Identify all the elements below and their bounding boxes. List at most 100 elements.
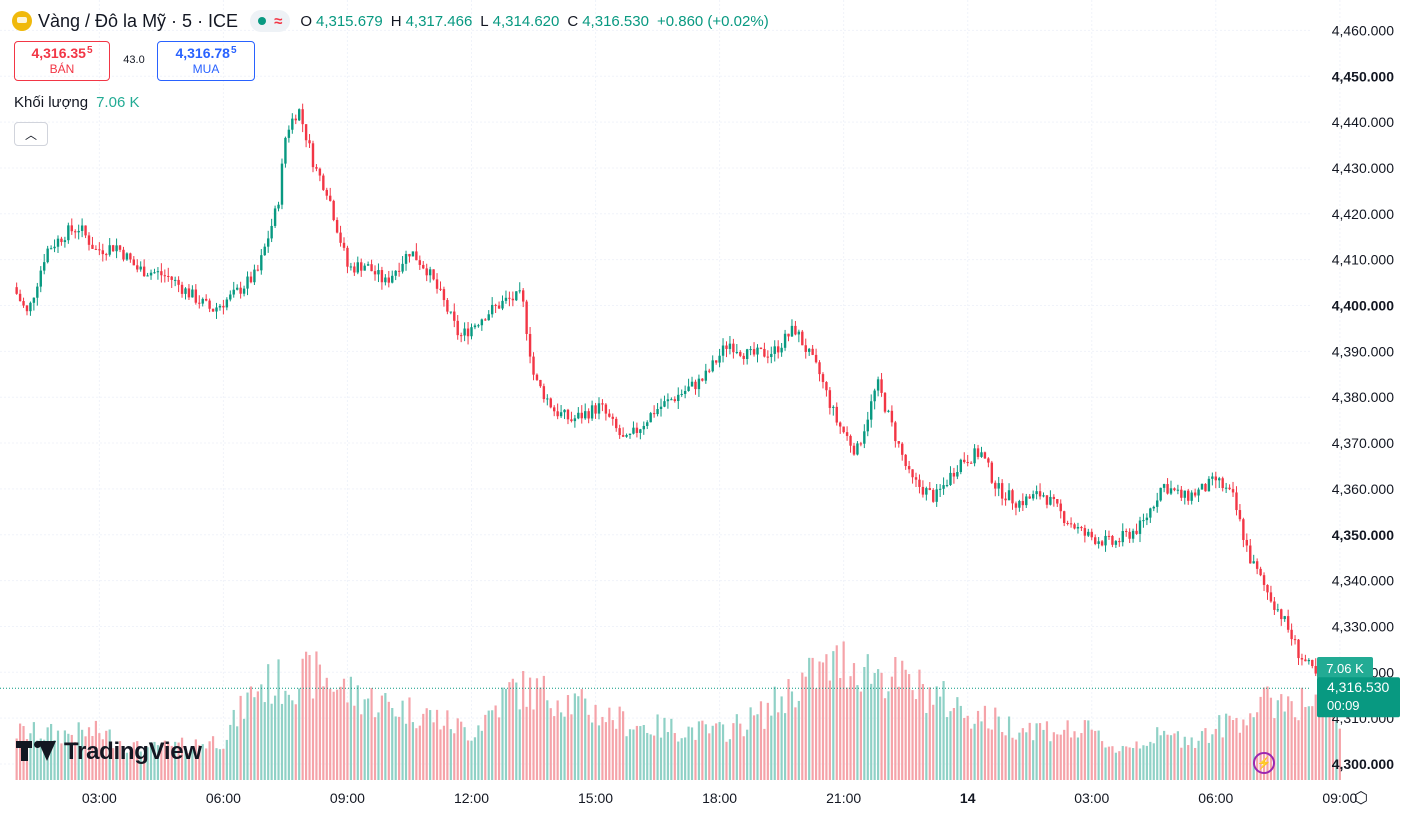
- candle-body: [84, 225, 87, 236]
- candle-body: [94, 248, 98, 250]
- volume-bar: [84, 736, 87, 780]
- sell-button[interactable]: 4,316.355 BÁN: [14, 41, 110, 81]
- candle-body: [818, 362, 821, 375]
- buy-price-sup: 5: [230, 45, 237, 56]
- volume-bar: [435, 709, 439, 780]
- volume-bar: [839, 678, 842, 780]
- volume-bar: [174, 741, 177, 780]
- volume-bar: [987, 728, 990, 780]
- volume-legend[interactable]: Khối lượng 7.06 K: [14, 94, 139, 111]
- volume-bar: [501, 687, 504, 780]
- volume-bar: [759, 701, 763, 780]
- candle-body: [983, 452, 987, 459]
- volume-bar: [98, 733, 101, 780]
- candle-body: [994, 482, 997, 489]
- candle-body: [335, 220, 339, 233]
- volume-bar: [122, 746, 125, 780]
- volume-bar: [477, 725, 480, 780]
- candle-body: [577, 412, 580, 419]
- candle-body: [270, 225, 273, 239]
- volume-bar: [380, 695, 384, 780]
- volume-bar: [704, 724, 707, 780]
- candle-body: [1035, 491, 1038, 495]
- volume-bar: [577, 696, 580, 780]
- candle-body: [642, 425, 645, 430]
- candle-body: [566, 409, 570, 420]
- candle-body: [191, 289, 194, 298]
- time-axis[interactable]: 03:00 06:00 09:00 12:00 15:00 18:00 21:00 14 03:…: [82, 790, 1358, 806]
- candle-body: [311, 143, 315, 168]
- volume-bar: [112, 748, 115, 780]
- candle-body: [160, 271, 163, 276]
- candle-body: [739, 351, 742, 356]
- volume-bar: [549, 708, 552, 780]
- candle-body: [504, 297, 508, 301]
- candle-body: [587, 411, 590, 419]
- volume-bar: [1100, 741, 1104, 780]
- candle-body: [136, 265, 139, 270]
- volume-bar: [1007, 716, 1011, 780]
- low-label: L: [480, 12, 489, 30]
- volume-bar: [804, 676, 807, 780]
- volume-bar: [425, 708, 428, 780]
- buy-button[interactable]: 4,316.785 MUA: [157, 41, 255, 81]
- volume-bar: [1187, 745, 1190, 780]
- symbol-title[interactable]: Vàng / Đô la Mỹ · 5 · ICE: [38, 10, 239, 31]
- volume-bar: [1076, 737, 1080, 780]
- volume-bar: [411, 722, 415, 780]
- candle-body: [222, 305, 225, 308]
- volume-bar: [349, 676, 352, 780]
- volume-bar: [1045, 721, 1049, 780]
- volume-bar: [191, 746, 194, 780]
- candle-body: [67, 225, 70, 241]
- candle-body: [105, 254, 108, 256]
- candle-body: [752, 349, 756, 355]
- volume-bar: [1063, 729, 1066, 780]
- candle-body: [904, 454, 907, 467]
- candle-body: [122, 249, 125, 260]
- volume-bar: [208, 741, 211, 780]
- candle-body: [422, 264, 425, 269]
- volume-bar: [763, 728, 766, 780]
- tradingview-logo[interactable]: TradingView: [16, 738, 202, 766]
- candle-body: [949, 472, 952, 486]
- volume-bar: [1021, 728, 1024, 780]
- volume-bars: [15, 641, 1341, 780]
- candle-body: [1049, 496, 1052, 505]
- volume-bar: [132, 742, 135, 780]
- lightning-icon[interactable]: ⚡: [1253, 752, 1275, 774]
- candle-body: [356, 262, 359, 273]
- volume-bar: [246, 692, 249, 780]
- candle-body: [1262, 575, 1266, 585]
- volume-bar: [1259, 696, 1262, 780]
- market-status-pill[interactable]: ≈: [250, 10, 291, 32]
- volume-bar: [980, 721, 983, 780]
- candle-body: [1169, 488, 1173, 494]
- volume-label: Khối lượng: [14, 94, 89, 111]
- candle-body: [501, 300, 504, 309]
- volume-bar: [301, 658, 304, 780]
- volume-bar: [546, 700, 549, 780]
- candle-body: [74, 231, 77, 233]
- candle-body: [618, 428, 621, 436]
- volume-bar: [694, 739, 697, 780]
- settings-icon[interactable]: ⬡: [1354, 790, 1368, 807]
- candle-body: [397, 270, 401, 272]
- volume-bar: [1328, 703, 1331, 780]
- candle-body: [70, 225, 73, 232]
- candle-body: [118, 245, 122, 250]
- volume-bar: [1001, 732, 1004, 780]
- volume-bar: [218, 749, 222, 780]
- volume-bar: [432, 722, 435, 780]
- candle-body: [25, 305, 29, 312]
- candle-body: [807, 348, 811, 352]
- collapse-legend-button[interactable]: ︿: [14, 122, 48, 146]
- candle-body: [442, 289, 446, 301]
- candle-body: [1007, 490, 1011, 501]
- candle-body: [32, 297, 36, 303]
- volume-bar: [870, 683, 873, 780]
- candle-body: [625, 434, 628, 437]
- volume-bar: [70, 734, 73, 780]
- candle-body: [432, 269, 435, 280]
